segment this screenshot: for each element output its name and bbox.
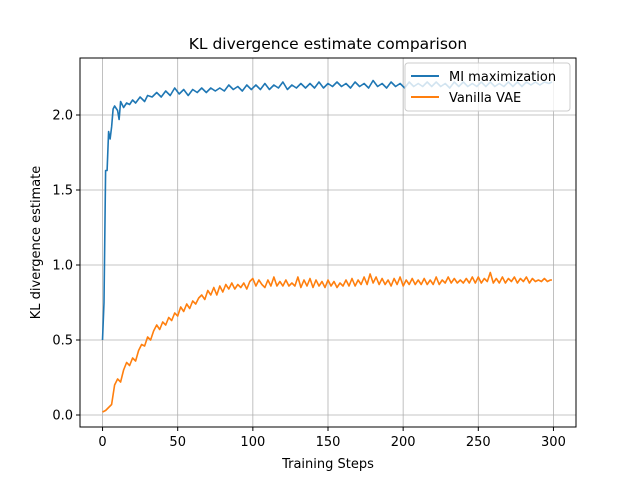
series-line-vanilla-vae: [102, 271, 552, 413]
chart-title: KL divergence estimate comparison: [189, 35, 468, 53]
x-tick-label: 100: [240, 435, 265, 450]
x-axis-ticks: 0 50 100 150 200 250 300: [98, 427, 566, 450]
legend-label-mi-maximization: MI maximization: [449, 70, 556, 85]
grid: [80, 58, 576, 427]
x-axis-label: Training Steps: [281, 457, 374, 472]
y-tick-label: 0.0: [52, 409, 73, 424]
y-tick-label: 1.0: [52, 259, 73, 274]
x-tick-label: 200: [391, 435, 416, 450]
legend: MI maximization Vanilla VAE: [404, 62, 571, 112]
x-tick-label: 300: [541, 435, 566, 450]
x-tick-label: 0: [98, 435, 106, 450]
x-tick-label: 150: [316, 435, 341, 450]
y-tick-label: 0.5: [52, 334, 73, 349]
x-tick-label: 250: [466, 435, 491, 450]
y-tick-label: 1.5: [52, 184, 73, 199]
legend-box: [404, 62, 571, 112]
y-axis-ticks: 0.0 0.5 1.0 1.5 2.0: [52, 109, 80, 424]
legend-label-vanilla-vae: Vanilla VAE: [449, 91, 521, 106]
x-tick-label: 50: [169, 435, 186, 450]
y-axis-label: KL divergence estimate: [29, 166, 44, 320]
y-tick-label: 2.0: [52, 109, 73, 124]
